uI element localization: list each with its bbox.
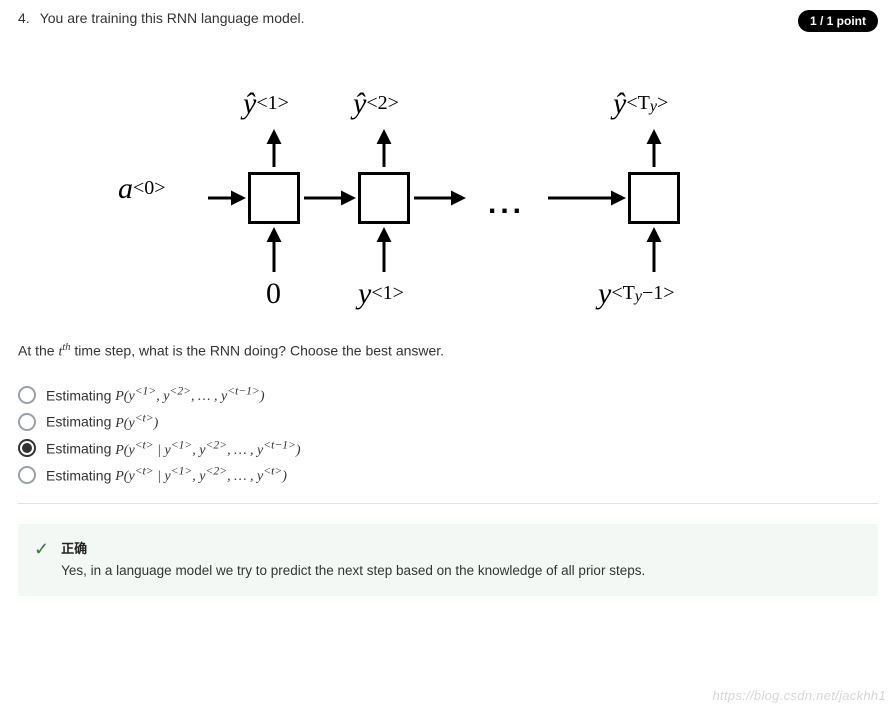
question-subprompt: At the tth time step, what is the RNN do… xyxy=(18,342,878,361)
label-input: y<1> xyxy=(358,277,404,311)
label-input: 0 xyxy=(266,277,281,311)
question-header: 4. You are training this RNN language mo… xyxy=(18,10,878,32)
option-label: Estimating P(y<t>) xyxy=(46,411,158,432)
label-yhat: ŷ<2> xyxy=(353,87,399,121)
label-a0: a<0> xyxy=(118,172,166,206)
option-label: Estimating P(y<1>, y<2>, … , y<t−1>) xyxy=(46,385,265,406)
check-icon: ✓ xyxy=(34,540,49,558)
feedback-box: ✓ 正确 Yes, in a language model we try to … xyxy=(18,524,878,596)
option-row[interactable]: Estimating P(y<t> | y<1>, y<2>, … , y<t>… xyxy=(18,465,878,486)
divider xyxy=(18,503,878,504)
option-row[interactable]: Estimating P(y<1>, y<2>, … , y<t−1>) xyxy=(18,385,878,406)
question-number: 4. xyxy=(18,10,30,26)
question-prompt: You are training this RNN language model… xyxy=(40,10,305,26)
points-badge: 1 / 1 point xyxy=(798,10,878,32)
option-row[interactable]: Estimating P(y<t> | y<1>, y<2>, … , y<t−… xyxy=(18,438,878,459)
feedback-title: 正确 xyxy=(61,538,645,557)
radio-button[interactable] xyxy=(18,386,36,404)
watermark: https://blog.csdn.net/jackhh1 xyxy=(713,688,886,703)
rnn-cell xyxy=(358,172,410,224)
option-row[interactable]: Estimating P(y<t>) xyxy=(18,411,878,432)
ellipsis: ... xyxy=(488,187,525,221)
label-yhat: ŷ<Ty> xyxy=(613,87,668,121)
feedback-text: Yes, in a language model we try to predi… xyxy=(61,563,645,578)
radio-button[interactable] xyxy=(18,413,36,431)
option-label: Estimating P(y<t> | y<1>, y<2>, … , y<t>… xyxy=(46,465,287,486)
label-yhat: ŷ<1> xyxy=(243,87,289,121)
rnn-cell xyxy=(628,172,680,224)
rnn-diagram: a<0> ŷ<1> ŷ<2> ŷ<Ty> 0 y<1> y<Ty−1>... xyxy=(68,52,828,332)
rnn-cell xyxy=(248,172,300,224)
radio-button[interactable] xyxy=(18,466,36,484)
radio-button[interactable] xyxy=(18,439,36,457)
option-label: Estimating P(y<t> | y<1>, y<2>, … , y<t−… xyxy=(46,438,301,459)
label-input: y<Ty−1> xyxy=(598,277,675,311)
options-group: Estimating P(y<1>, y<2>, … , y<t−1>) Esti… xyxy=(18,385,878,486)
